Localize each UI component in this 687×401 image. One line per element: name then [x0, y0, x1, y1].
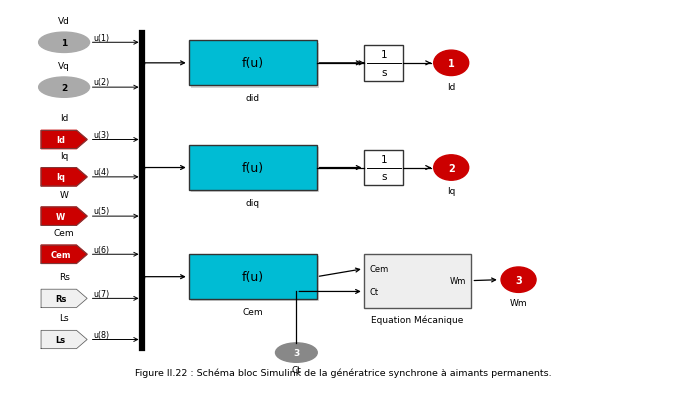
Ellipse shape — [38, 78, 89, 98]
Text: 2: 2 — [61, 83, 67, 92]
Ellipse shape — [38, 33, 89, 53]
Text: 2: 2 — [448, 163, 455, 173]
Text: 1: 1 — [381, 50, 387, 60]
Text: W: W — [60, 190, 69, 199]
Text: W: W — [56, 212, 65, 221]
Text: 3: 3 — [515, 275, 522, 285]
Text: Iq: Iq — [60, 151, 68, 160]
Text: Id: Id — [56, 136, 65, 145]
Text: f(u): f(u) — [242, 162, 264, 174]
Text: Ls: Ls — [59, 314, 69, 322]
Text: u(3): u(3) — [93, 130, 109, 140]
Text: u(6): u(6) — [93, 245, 109, 254]
Text: Vd: Vd — [58, 17, 70, 26]
Text: Ls: Ls — [56, 335, 65, 344]
FancyBboxPatch shape — [364, 46, 403, 81]
Text: Equation Mécanique: Equation Mécanique — [372, 315, 464, 324]
Text: u(7): u(7) — [93, 289, 109, 298]
Text: 1: 1 — [381, 154, 387, 164]
Text: u(1): u(1) — [93, 33, 109, 43]
Text: Wm: Wm — [510, 299, 528, 308]
Text: Cem: Cem — [243, 308, 263, 316]
Polygon shape — [41, 207, 87, 226]
FancyBboxPatch shape — [364, 150, 403, 186]
Polygon shape — [41, 245, 87, 264]
FancyBboxPatch shape — [192, 257, 319, 302]
Ellipse shape — [275, 343, 317, 363]
Text: f(u): f(u) — [242, 57, 264, 70]
FancyBboxPatch shape — [192, 148, 319, 193]
Text: 1: 1 — [448, 59, 455, 69]
Text: Ct: Ct — [369, 287, 379, 296]
Polygon shape — [41, 290, 87, 308]
Text: Cem: Cem — [54, 229, 74, 237]
Text: Id: Id — [60, 114, 68, 123]
Text: diq: diq — [245, 198, 260, 208]
Text: 1: 1 — [61, 38, 67, 48]
Text: Ct: Ct — [291, 365, 302, 374]
Text: Cem: Cem — [50, 250, 71, 259]
FancyBboxPatch shape — [363, 254, 471, 308]
Text: Iq: Iq — [56, 173, 65, 182]
Polygon shape — [41, 131, 87, 149]
Text: Iq: Iq — [447, 187, 455, 196]
Polygon shape — [41, 330, 87, 349]
Text: Cem: Cem — [369, 265, 388, 273]
Text: Wm: Wm — [450, 276, 466, 286]
Polygon shape — [41, 168, 87, 186]
Text: Vq: Vq — [58, 62, 70, 71]
Text: did: did — [245, 94, 260, 103]
Text: 3: 3 — [293, 348, 300, 357]
Text: Rs: Rs — [55, 294, 66, 303]
Text: Figure II.22 : Schéma bloc Simulink de la génératrice synchrone à aimants perman: Figure II.22 : Schéma bloc Simulink de l… — [135, 367, 552, 377]
Text: u(5): u(5) — [93, 207, 109, 216]
Text: u(8): u(8) — [93, 330, 109, 339]
Ellipse shape — [433, 156, 469, 181]
Text: s: s — [381, 172, 387, 182]
Text: Id: Id — [447, 82, 455, 91]
Text: u(4): u(4) — [93, 168, 109, 177]
Text: u(2): u(2) — [93, 78, 109, 87]
Text: f(u): f(u) — [242, 271, 264, 284]
Ellipse shape — [501, 267, 536, 293]
Ellipse shape — [433, 51, 469, 76]
FancyBboxPatch shape — [192, 44, 319, 88]
Text: s: s — [381, 67, 387, 77]
FancyBboxPatch shape — [189, 146, 317, 190]
Text: Rs: Rs — [58, 273, 69, 282]
FancyBboxPatch shape — [189, 41, 317, 86]
FancyBboxPatch shape — [189, 255, 317, 300]
